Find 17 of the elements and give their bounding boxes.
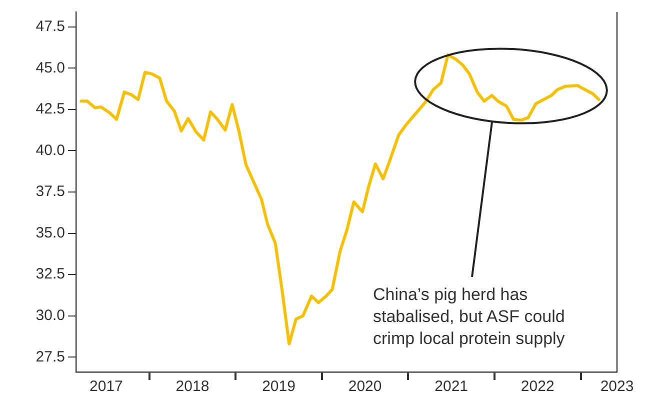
x-tick-label: 2018: [176, 378, 210, 396]
y-tick-label: 47.5: [36, 18, 65, 36]
y-tick-label: 30.0: [36, 306, 65, 324]
y-tick-label: 27.5: [36, 348, 65, 366]
x-tick-label: 2017: [90, 378, 123, 396]
x-tick-label: 2023: [600, 378, 634, 396]
x-tick-label: 2021: [434, 378, 468, 396]
annotation: China’s pig herd has stabalised, but ASF could crimp local protein supply: [373, 284, 566, 350]
y-tick-label: 32.5: [36, 266, 65, 283]
x-tick-label: 2020: [348, 378, 382, 396]
y-tick-label: 35.0: [36, 224, 65, 242]
y-tick-label: 37.5: [36, 183, 65, 200]
y-tick-label: 42.5: [36, 100, 65, 118]
y-tick-label: 40.0: [36, 142, 65, 159]
y-tick-label: 45.0: [36, 59, 65, 76]
x-tick-label: 2022: [520, 378, 554, 396]
x-tick-label: 2019: [262, 378, 296, 396]
